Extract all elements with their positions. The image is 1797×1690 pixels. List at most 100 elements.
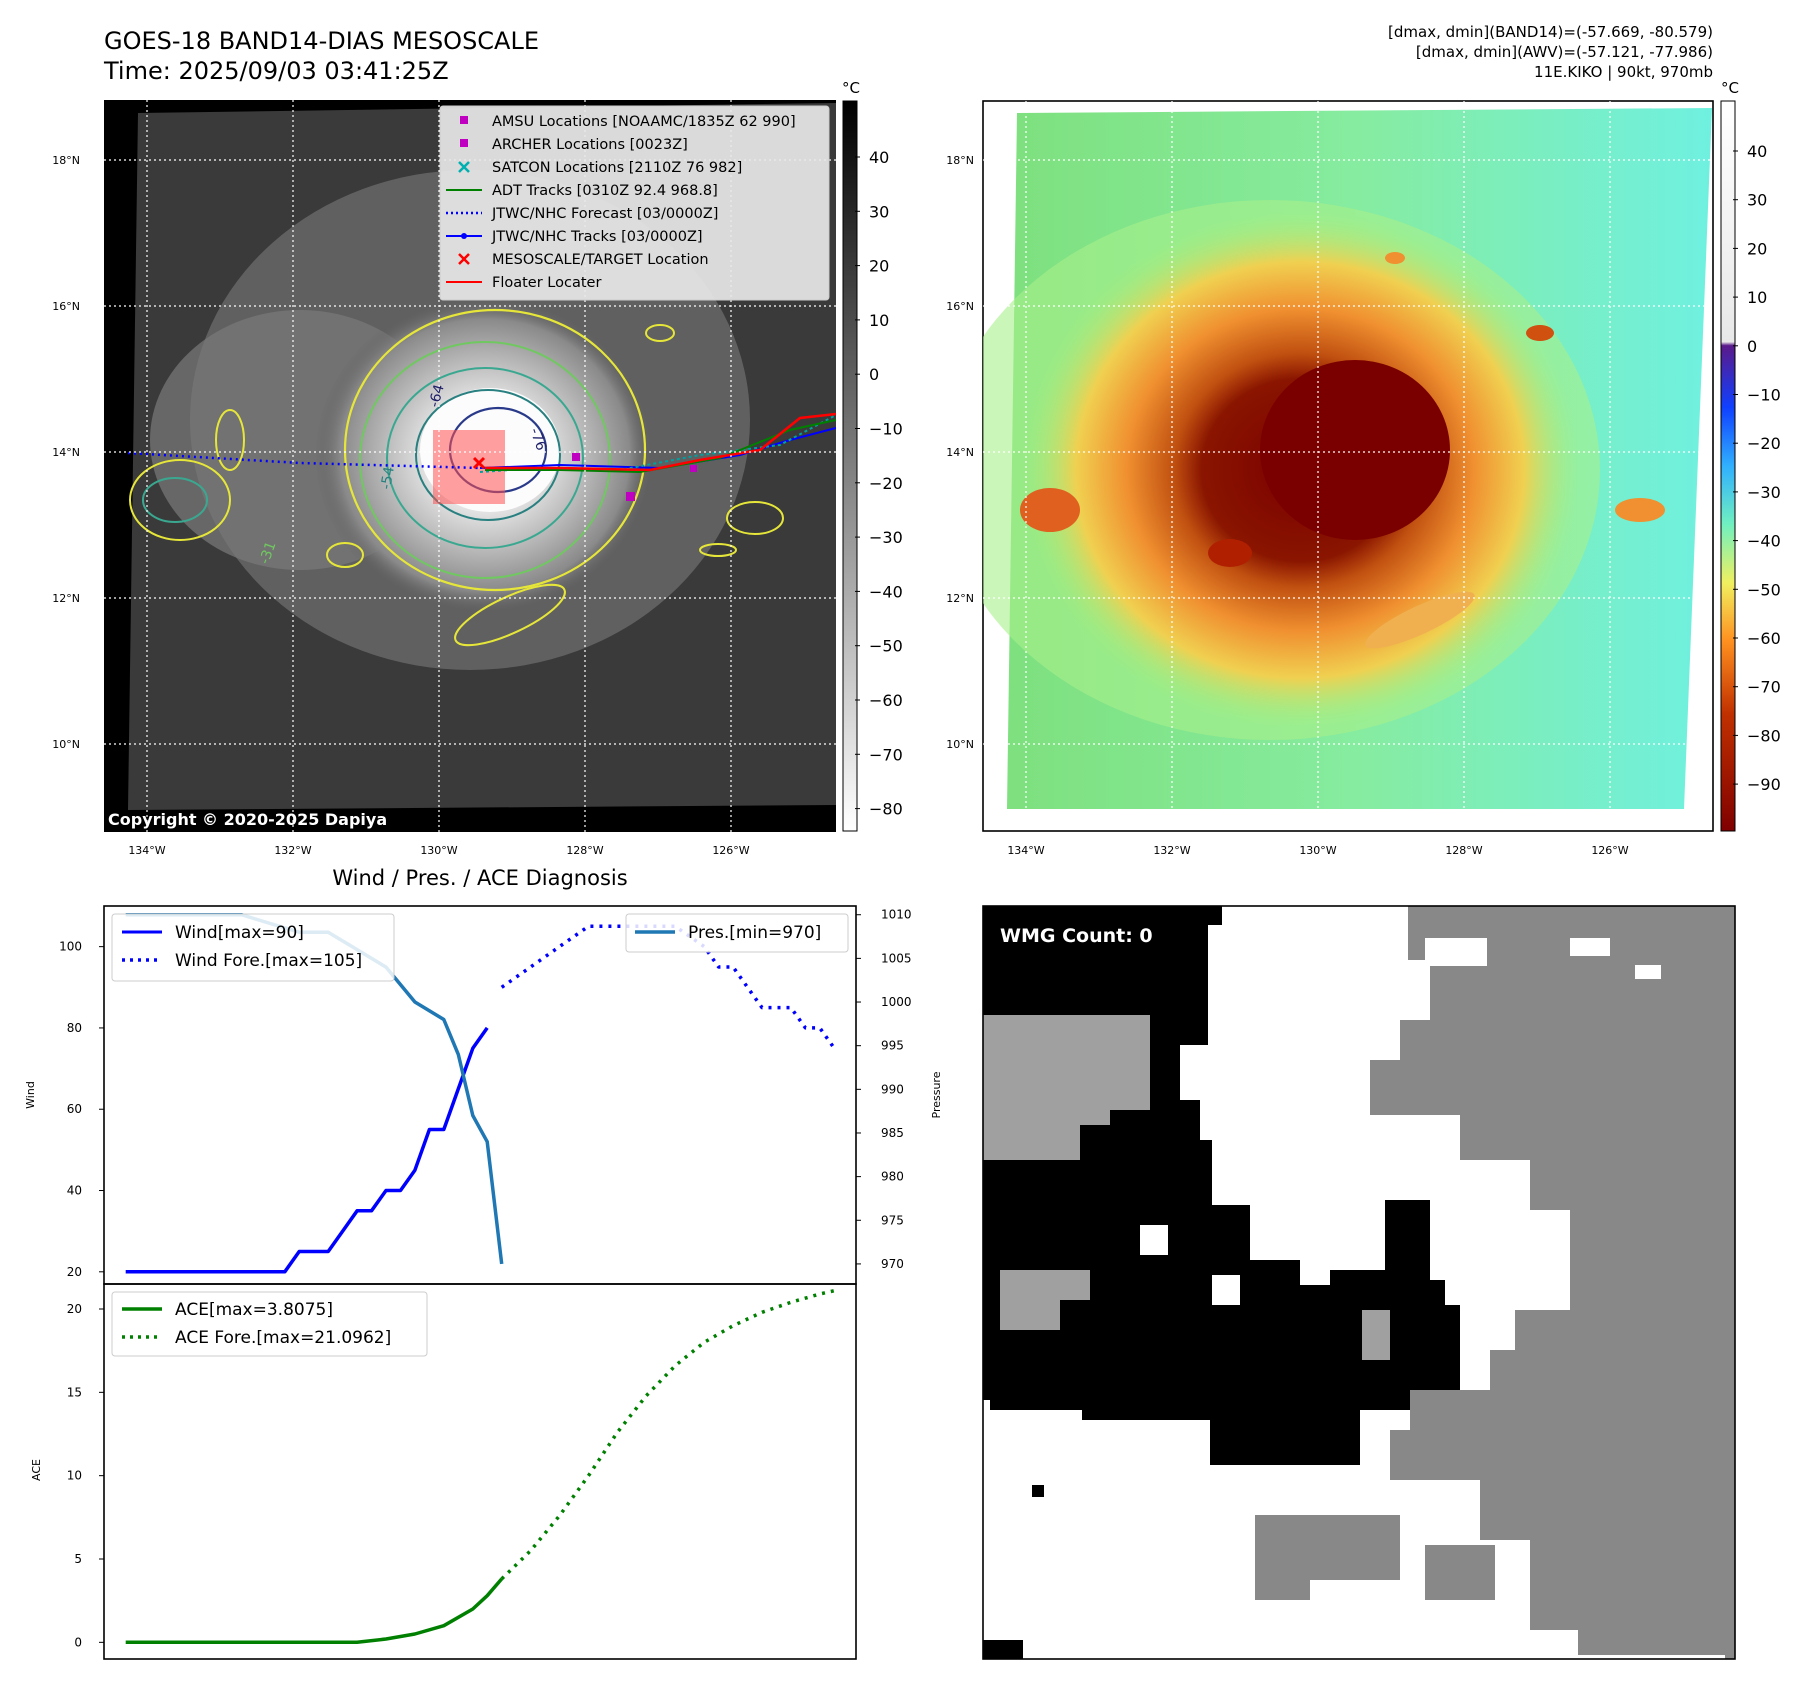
legend-archer-icon [460,139,468,147]
colorbar-unit: °C [842,79,860,97]
colorbar-tick-label: 20 [869,257,889,276]
lat-tick: 12°N [52,592,80,605]
wind-tick-label: 20 [67,1265,82,1279]
lon-tick: 128°W [566,844,603,857]
colorbar-tick-label: −30 [869,528,903,547]
pressure-tick-label: 1005 [881,951,912,965]
colorbar-tick-label: 10 [1747,288,1767,307]
colorbar-tick-label: −90 [1747,775,1781,794]
pressure-tick-label: 995 [881,1039,904,1053]
copyright-text: Copyright © 2020-2025 Dapiya [108,810,387,829]
colorbar-tick-label: −10 [869,420,903,439]
legend-target-label: MESOSCALE/TARGET Location [492,252,709,268]
lon-tick: 134°W [128,844,165,857]
colorbar-tick-label: −20 [1747,434,1781,453]
legend-pressure-label: Pres.[min=970] [688,923,821,943]
lat-tick: 10°N [946,738,974,751]
ace-tick-label: 15 [67,1385,82,1399]
lon-tick: 130°W [420,844,457,857]
figure-time: Time: 2025/09/03 03:41:25Z [104,57,449,85]
lon-tick: 134°W [1007,844,1044,857]
lon-tick: 126°W [712,844,749,857]
ace-legend: ACE[max=3.8075] ACE Fore.[max=21.0962] [111,1291,428,1357]
wind-tick-label: 60 [67,1102,82,1116]
colorbar-tick-label: 40 [1747,142,1767,161]
wmg-panel: WMG Count: 0 [982,905,1736,1660]
contour-label-31: -31 [257,539,280,566]
legend-wind-label: Wind[max=90] [175,923,304,943]
colorbar-tick-label: −50 [1747,580,1781,599]
contour-label-76: -76 [526,426,549,453]
legend-ace-fore-label: ACE Fore.[max=21.0962] [175,1328,391,1348]
colorbar-tick-label: −50 [869,637,903,656]
figure-title-block: GOES-18 BAND14-DIAS MESOSCALE Time: 2025/… [104,26,539,86]
figure-title: GOES-18 BAND14-DIAS MESOSCALE [104,27,540,55]
pressure-tick-label: 1000 [881,995,912,1009]
ace-tick-label: 20 [67,1302,82,1316]
pressure-tick-label: 985 [881,1126,904,1140]
legend-satcon-label: SATCON Locations [2110Z 76 982] [492,160,742,176]
ace-tick-label: 10 [67,1469,82,1483]
info-awv: [dmax, dmin](AWV)=(-57.121, -77.986) [1415,43,1713,61]
lat-tick: 18°N [946,154,974,167]
legend-ace-label: ACE[max=3.8075] [175,1300,333,1320]
colorbar-tick-label: 10 [869,311,889,330]
wind-tick-label: 100 [59,940,82,954]
colorbar-tick-label: −10 [1747,386,1781,405]
ace-tick-label: 5 [74,1552,82,1566]
colorbar-tick-label: 40 [869,148,889,167]
legend-adt-label: ADT Tracks [0310Z 92.4 968.8] [492,183,718,199]
wind-legend: Wind[max=90] Wind Fore.[max=105] [111,913,395,982]
legend-amsu-label: AMSU Locations [NOAAMC/1835Z 62 990] [492,114,796,130]
lon-tick: 126°W [1591,844,1628,857]
pressure-tick-label: 980 [881,1170,904,1184]
lon-tick: 130°W [1299,844,1336,857]
band14-colorbar: °C 40 30 20 10 0 −10 −20 −30 −40 −50 −60 −70 −80 [842,79,903,832]
legend-floater-label: Floater Locater [492,275,601,291]
colorbar-tick-label: 20 [1747,239,1767,258]
ace-series-line-0 [125,1577,504,1645]
info-band14: [dmax, dmin](BAND14)=(-57.669, -80.579) [1388,23,1713,41]
legend-wind-fore-label: Wind Fore.[max=105] [175,951,362,971]
contour-label-54: -54 [378,465,398,490]
map-legend: AMSU Locations [NOAAMC/1835Z 62 990] ARC… [439,105,830,301]
colorbar-tick-label: 0 [869,365,879,384]
colorbar-tick-label: −20 [869,474,903,493]
legend-amsu-icon [460,116,468,124]
pressure-tick-label: 1010 [881,908,912,922]
colorbar-tick-label: −70 [869,745,903,764]
lat-tick: 16°N [52,300,80,313]
contour-label-64: -64 [426,383,447,409]
awv-colorbar: °C 40 30 20 10 0 −10 −20 −30 −40 −50 −60 −70 −80 −90 [1720,79,1781,832]
colorbar-tick-label: −60 [1747,629,1781,648]
pressure-tick-label: 975 [881,1213,904,1227]
diagnosis-title: Wind / Pres. / ACE Diagnosis [332,866,627,890]
ace-axis-label: ACE [30,1459,43,1481]
colorbar-tick-label: −30 [1747,483,1781,502]
colorbar-tick-label: −80 [869,800,903,819]
wmg-count: WMG Count: 0 [1000,925,1153,947]
lon-tick: 132°W [1153,844,1190,857]
wind-axis-label: Wind [24,1081,37,1109]
ace-tick-label: 0 [74,1635,82,1649]
legend-tracks-label: JTWC/NHC Tracks [03/0000Z] [491,229,703,245]
colorbar-tick-label: −40 [869,582,903,601]
lat-tick: 18°N [52,154,80,167]
legend-satcon-icon [458,161,470,173]
ace-series-line-1 [500,1288,835,1581]
diagnostic-info: [dmax, dmin](BAND14)=(-57.669, -80.579) … [1388,22,1713,82]
colorbar-tick-label: 30 [869,202,889,221]
legend-target-icon [458,253,470,265]
pressure-tick-label: 970 [881,1257,904,1271]
colorbar-tick-label: −70 [1747,678,1781,697]
legend-archer-label: ARCHER Locations [0023Z] [492,137,688,153]
lat-tick: 14°N [946,446,974,459]
ace-chart: ACE 0 5 10 15 20 ACE[max=3.8075] ACE Fore.[m… [30,1283,857,1660]
series-line-1 [500,924,836,1050]
wind-tick-label: 40 [67,1184,82,1198]
band14-map: -64 -76 -54 -31 Copyright © 2020-2025 Da… [52,100,836,857]
wind-tick-label: 80 [67,1021,82,1035]
colorbar-tick-label: −40 [1747,532,1781,551]
pressure-tick-label: 990 [881,1082,904,1096]
